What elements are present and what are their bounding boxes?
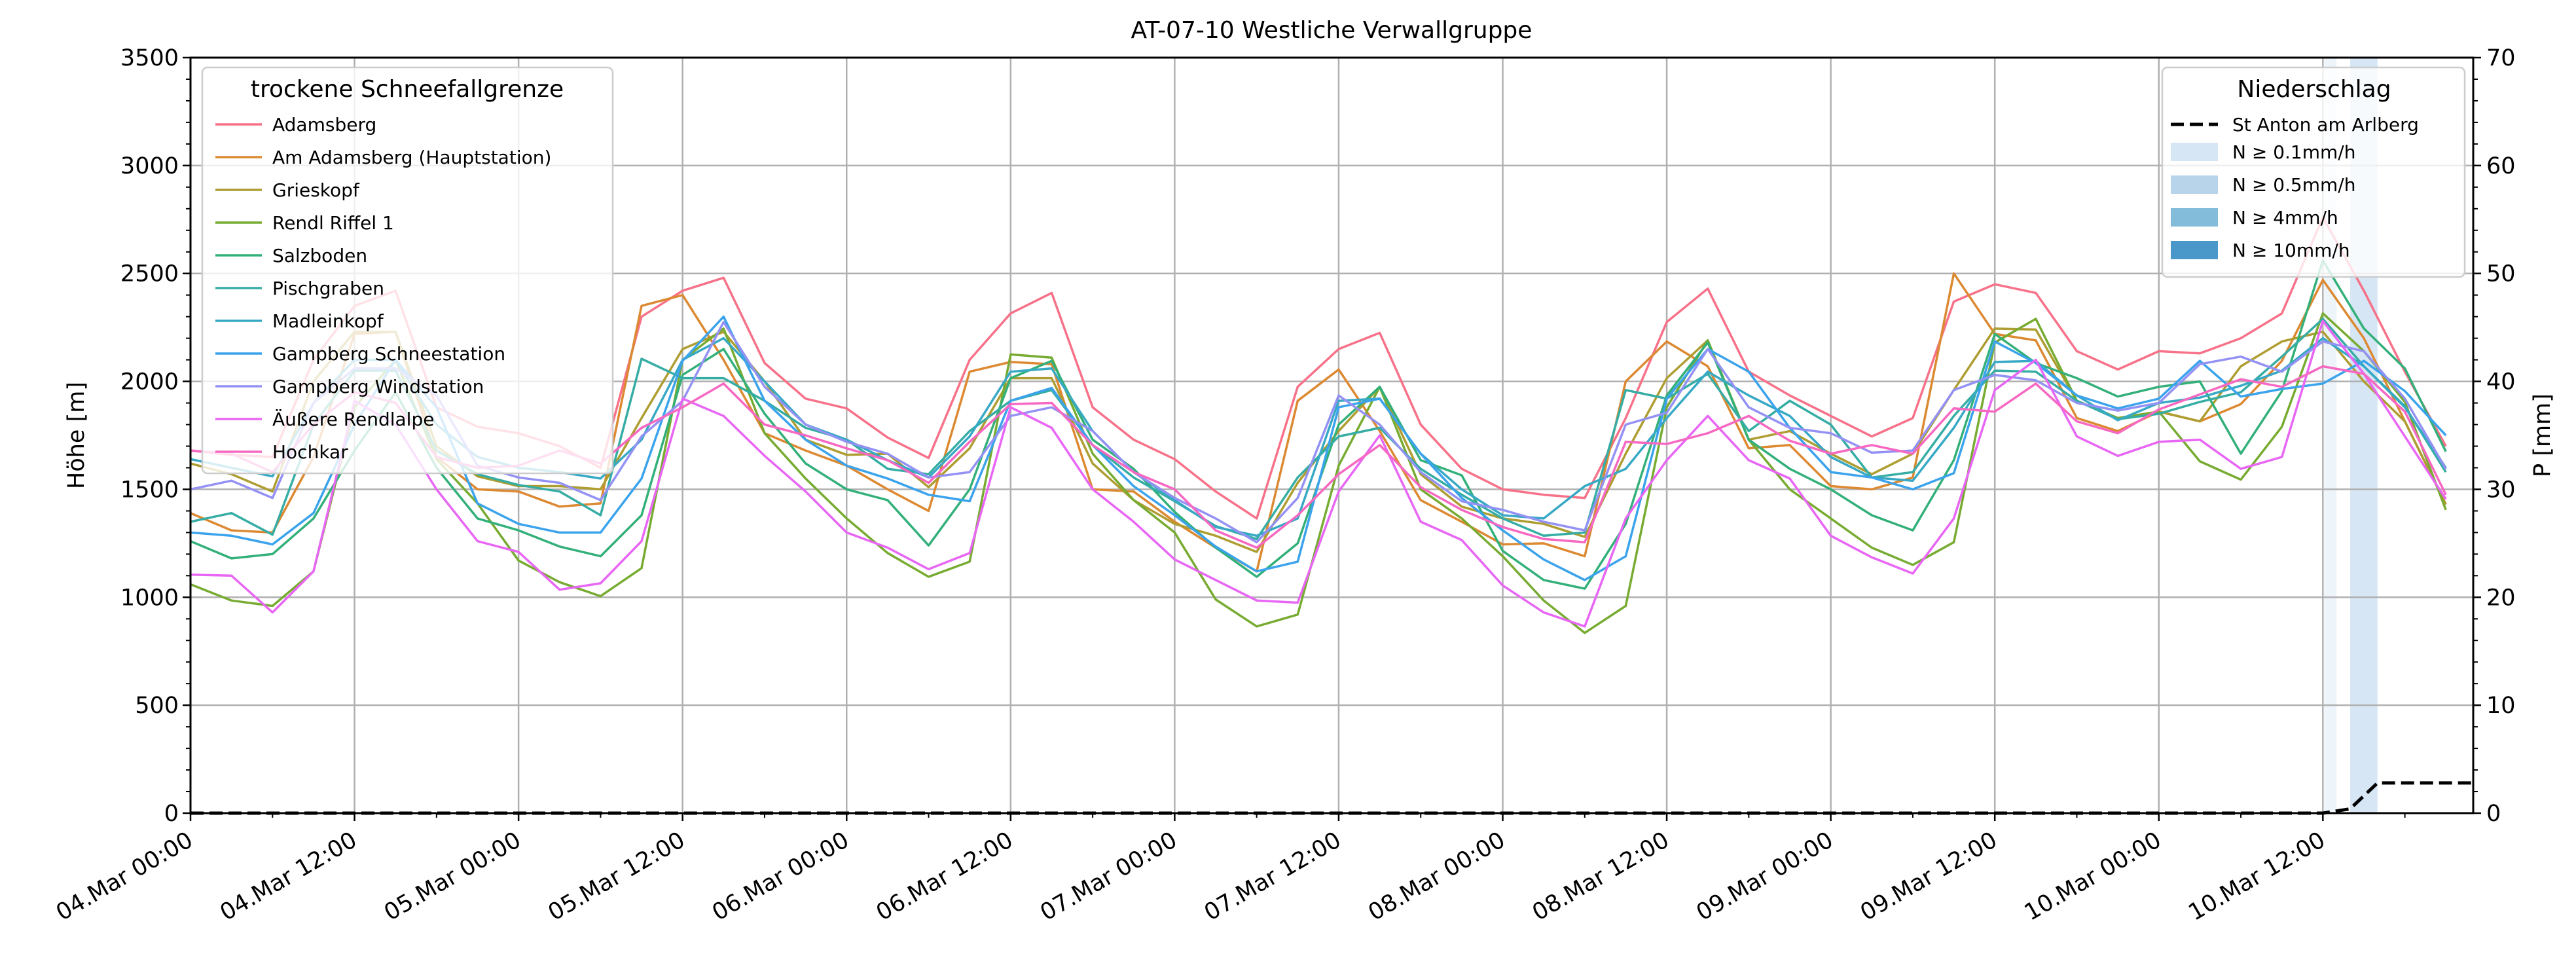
y-tick-label: 2500 (120, 261, 179, 287)
x-tick-label: 10.Mar 00:00 (2020, 827, 2166, 926)
x-tick-label: 08.Mar 12:00 (1528, 827, 1673, 926)
legend-label: Rendl Riffel 1 (272, 212, 394, 234)
x-tick-label: 09.Mar 12:00 (1856, 827, 2001, 926)
legend-label: N ≥ 4mm/h (2232, 207, 2338, 228)
x-tick-label: 05.Mar 12:00 (544, 827, 689, 926)
legend-label: Salzboden (272, 245, 367, 266)
x-tick-label: 04.Mar 12:00 (216, 827, 361, 926)
legend-box (2161, 66, 2466, 278)
y-right-tick-label: 50 (2486, 261, 2516, 287)
y-tick-label: 500 (135, 693, 179, 719)
legend-label: Grieskopf (272, 179, 360, 201)
y-right-tick-label: 20 (2486, 585, 2516, 611)
plot-frame (189, 56, 2475, 814)
legend-label: Pischgraben (272, 278, 384, 299)
chart-title: AT-07-10 Westliche Verwallgruppe (1131, 17, 1533, 44)
legend-stations: trockene Schneefallgrenze Adamsberg Am Ada… (201, 66, 614, 475)
y-right-tick-label: 70 (2486, 45, 2516, 71)
legend-label: Gampberg Schneestation (272, 343, 505, 365)
legend-label: Am Adamsberg (Hauptstation) (272, 147, 551, 168)
legend-box (201, 66, 614, 475)
legend-label: St Anton am Arlberg (2232, 114, 2419, 136)
legend-label: Hochkar (272, 441, 348, 463)
x-tick-label: 06.Mar 12:00 (872, 827, 1017, 926)
legend-patch (2171, 241, 2218, 259)
precip-line (190, 781, 2473, 815)
y-axis-right-label: P [mm] (2530, 393, 2556, 477)
y-tick-label: 0 (164, 801, 179, 827)
x-tick-label: 07.Mar 12:00 (1200, 827, 1345, 926)
x-tick-label: 08.Mar 00:00 (1364, 827, 1510, 926)
y-right-tick-label: 40 (2486, 369, 2516, 395)
y-tick-label: 2000 (120, 369, 179, 395)
legend-patch (2171, 208, 2218, 227)
y-tick-label: 1000 (120, 585, 179, 611)
x-tick-label: 06.Mar 00:00 (708, 827, 853, 926)
x-tick-label: 04.Mar 00:00 (52, 827, 197, 926)
x-tick-label: 07.Mar 00:00 (1036, 827, 1181, 926)
legend-label: Madleinkopf (272, 310, 384, 332)
legend-label: Adamsberg (272, 114, 376, 136)
y-tick-label: 3000 (120, 153, 179, 179)
y-right-tick-label: 60 (2486, 153, 2516, 179)
y-tick-label: 1500 (120, 477, 179, 503)
precip-line-group (190, 781, 2473, 815)
y-right-tick-label: 30 (2486, 477, 2516, 503)
legend-label: Gampberg Windstation (272, 376, 484, 397)
legend-label: N ≥ 0.5mm/h (2232, 174, 2355, 196)
x-tick-label: 05.Mar 00:00 (380, 827, 525, 926)
series-line-8 (190, 315, 2447, 581)
legend-patch (2171, 175, 2218, 194)
x-tick-label: 09.Mar 00:00 (1692, 827, 1838, 926)
series-line-10 (190, 319, 2447, 628)
legend-patch (2171, 143, 2218, 161)
y-tick-label: 3500 (120, 45, 179, 71)
y-right-tick-label: 0 (2486, 801, 2501, 827)
legend-label: N ≥ 10mm/h (2232, 240, 2350, 261)
y-axis-label: Höhe [m] (63, 382, 90, 489)
series-line-9 (190, 321, 2447, 543)
x-tick-label: 10.Mar 12:00 (2184, 827, 2329, 926)
legend-precipitation: Niederschlag St Anton am Arlberg N ≥ 0.1mm… (2161, 66, 2466, 278)
legend-label: N ≥ 0.1mm/h (2232, 141, 2355, 163)
series-line-2 (190, 272, 2447, 573)
legend-title: trockene Schneefallgrenze (251, 76, 564, 103)
y-right-tick-label: 10 (2486, 693, 2516, 719)
series-line-4 (190, 312, 2447, 634)
legend-label: Äußere Rendlalpe (272, 409, 434, 430)
legend-title: Niederschlag (2237, 76, 2391, 103)
